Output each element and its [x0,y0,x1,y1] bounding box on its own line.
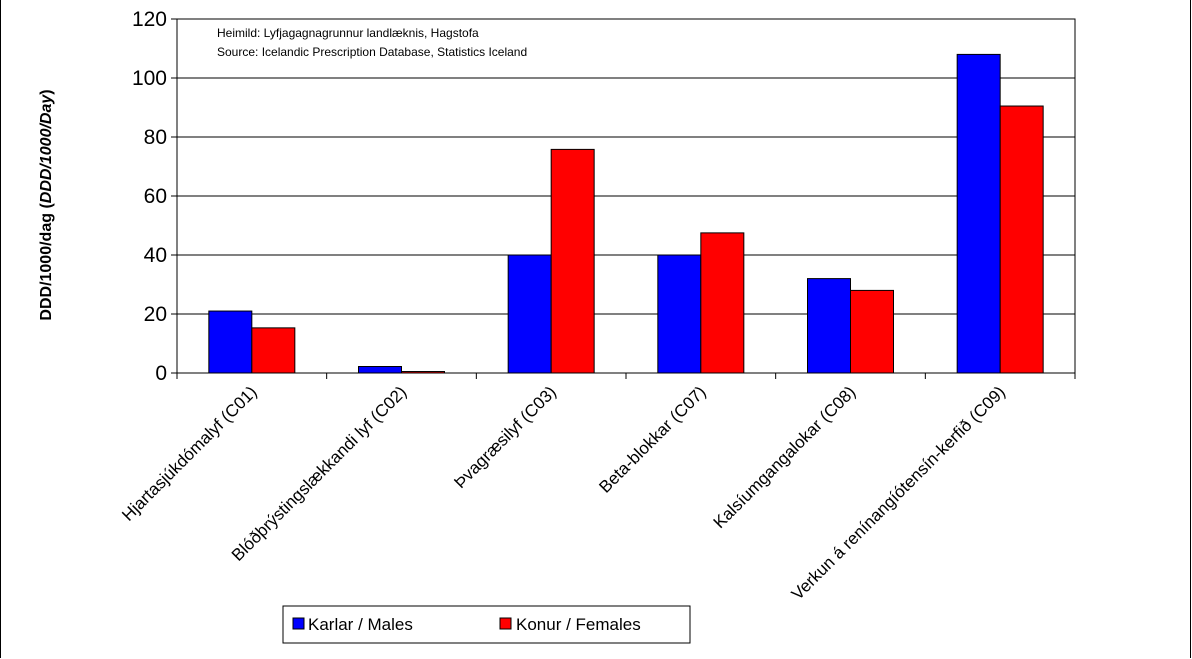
bar-females [550,148,595,374]
y-tick-label: 40 [144,244,167,267]
category-label: Þvagræsilyf (C03) [450,382,560,492]
y-axis-label-main: DDD/1000/dag ( [38,203,55,321]
bar-males [358,366,402,374]
x-axis [176,372,1076,379]
source-line: Heimild: Lyfjagagnagrunnur landlæknis, H… [217,26,479,40]
y-tick-label: 0 [155,362,167,385]
y-tick-label: 80 [144,126,167,149]
legend: Karlar / Males Konur / Females [282,605,691,644]
category-labels: Hjartasjúkdómalyf (C01)Blóðþrýstingslækk… [118,382,1009,603]
legend-swatch [499,617,512,630]
y-axis-ticks: 0 20 40 60 80 100 120 [132,8,177,385]
legend-label: Karlar / Males [308,615,413,634]
source-note: Heimild: Lyfjagagnagrunnur landlæknis, H… [217,26,527,59]
category-label: Blóðþrýstingslækkandi lyf (C02) [228,382,410,564]
bar-females [251,327,296,374]
category-label: Beta-blokkar (C07) [595,382,709,496]
y-axis-label-close: ) [38,89,55,94]
bar-males [208,310,253,374]
bar-males [507,254,552,374]
bar-males [657,254,702,374]
y-tick-label: 100 [132,67,167,90]
bar-females [999,105,1044,374]
source-line: Source: Icelandic Prescription Database,… [217,45,527,59]
bars [208,53,1044,374]
bar-females [700,232,745,374]
y-axis-label: DDD/1000/dag (DDD/1000/Day) [38,89,55,320]
bar-males [807,278,851,374]
legend-box [282,605,691,644]
gridlines [177,77,1075,315]
bar-females [850,289,894,374]
y-tick-label: 20 [144,303,167,326]
category-label: Kalsíumgangalokar (C08) [710,382,860,532]
y-axis-label-italic: DDD/1000/Day [38,94,55,204]
y-tick-label: 60 [144,185,167,208]
bar-males [956,53,1001,374]
legend-label: Konur / Females [516,615,641,634]
category-label: Hjartasjúkdómalyf (C01) [118,382,260,524]
legend-swatch [292,617,305,630]
y-tick-label: 120 [132,8,167,31]
